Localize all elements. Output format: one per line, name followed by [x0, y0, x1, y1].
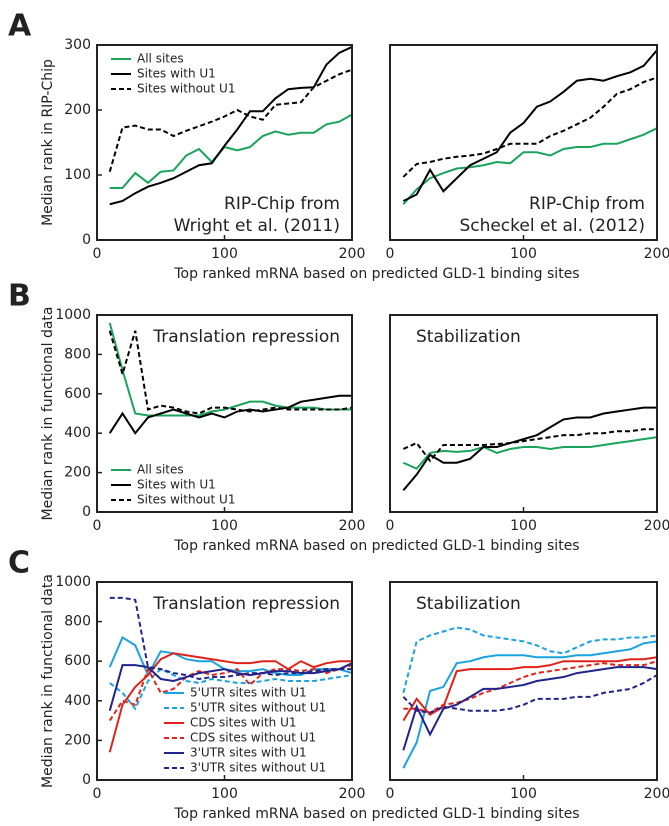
series-line	[403, 660, 658, 714]
series-line	[402, 640, 658, 769]
series-line	[402, 656, 658, 722]
x-tick-label: 0	[93, 518, 102, 534]
plot-frame	[389, 44, 658, 241]
legend-label: Sites without U1	[137, 82, 235, 96]
series-line	[402, 674, 658, 714]
series-line	[402, 436, 658, 470]
x-tick-label: 200	[644, 786, 669, 802]
series-line	[402, 626, 658, 694]
y-tick-label: 800	[64, 614, 91, 630]
annotation: Stabilization	[416, 327, 521, 347]
series-line	[402, 49, 658, 202]
series-line	[108, 394, 352, 435]
plot-frame	[96, 44, 353, 241]
series-line	[109, 113, 353, 189]
legend-label: 3'UTR sites without U1	[190, 761, 326, 775]
x-tick-label: 200	[339, 518, 366, 534]
series-line	[109, 596, 352, 681]
series-line	[108, 652, 352, 753]
series-line	[108, 662, 353, 711]
x-axis-label: Top ranked mRNA based on predicted GLD-1…	[173, 806, 579, 822]
y-tick-label: 0	[82, 504, 91, 520]
x-tick-label: 200	[339, 246, 366, 262]
x-tick-label: 100	[510, 786, 537, 802]
legend-label: Sites without U1	[137, 493, 235, 507]
y-axis-label: Median rank in functional data	[40, 307, 56, 521]
y-tick-label: 1000	[55, 307, 91, 323]
legend-label: Sites with U1	[137, 67, 216, 81]
annotation: Scheckel et al. (2012)	[459, 216, 645, 236]
panel-letter: A	[8, 9, 32, 44]
y-tick-label: 200	[64, 102, 91, 118]
legend-label: Sites with U1	[137, 478, 216, 492]
x-tick-label: 100	[211, 518, 238, 534]
legend-label: CDS sites without U1	[190, 731, 316, 745]
legend-label: 5'UTR sites with U1	[190, 686, 307, 700]
annotation: RIP-Chip from	[529, 194, 645, 214]
y-tick-label: 1000	[55, 574, 91, 590]
legend-label: All sites	[137, 52, 184, 66]
annotation: RIP-Chip from	[224, 194, 340, 214]
series-line	[108, 322, 352, 417]
y-tick-label: 600	[64, 386, 91, 402]
legend-label: 3'UTR sites with U1	[190, 746, 307, 760]
plot-frame	[389, 314, 658, 513]
annotation: Translation repression	[152, 327, 340, 347]
series-line	[109, 46, 353, 206]
x-tick-label: 0	[93, 246, 102, 262]
panel-letter: C	[8, 546, 30, 581]
legend-label: All sites	[137, 463, 184, 477]
y-tick-label: 400	[64, 425, 91, 441]
series-line	[402, 406, 657, 491]
series-line	[402, 127, 658, 205]
x-tick-label: 100	[211, 786, 238, 802]
annotation: Wright et al. (2011)	[174, 216, 340, 236]
x-tick-label: 200	[644, 246, 669, 262]
legend-label: 5'UTR sites without U1	[190, 701, 326, 715]
y-axis-label: Median rank in functional data	[40, 574, 56, 788]
y-axis-label: Median rank in RIP-Chip	[40, 59, 56, 226]
series-line	[402, 428, 657, 463]
y-tick-label: 600	[64, 653, 91, 669]
x-axis-label: Top ranked mRNA based on predicted GLD-1…	[173, 266, 579, 282]
y-tick-label: 800	[64, 346, 91, 362]
y-tick-label: 200	[64, 465, 91, 481]
annotation: Stabilization	[416, 594, 521, 614]
y-tick-label: 0	[82, 232, 91, 248]
series-line	[402, 76, 658, 178]
plot-frame	[96, 314, 353, 513]
plot-frame	[389, 581, 658, 781]
annotation: Translation repression	[152, 594, 340, 614]
y-tick-label: 100	[64, 167, 91, 183]
x-tick-label: 0	[386, 786, 395, 802]
x-tick-label: 100	[510, 246, 537, 262]
x-axis-label: Top ranked mRNA based on predicted GLD-1…	[173, 538, 579, 554]
legend-label: CDS sites with U1	[190, 716, 296, 730]
x-tick-label: 200	[339, 786, 366, 802]
series-line	[108, 330, 353, 415]
series-line	[108, 68, 353, 173]
x-tick-label: 100	[510, 518, 537, 534]
plot-frame	[96, 581, 353, 781]
y-tick-label: 200	[64, 732, 91, 748]
panel-letter: B	[8, 279, 31, 314]
x-tick-label: 0	[386, 518, 395, 534]
x-tick-label: 0	[386, 246, 395, 262]
y-tick-label: 400	[64, 693, 91, 709]
x-tick-label: 200	[644, 518, 669, 534]
y-tick-label: 0	[82, 772, 91, 788]
y-tick-label: 300	[64, 37, 91, 53]
x-tick-label: 0	[93, 786, 102, 802]
x-tick-label: 100	[211, 246, 238, 262]
